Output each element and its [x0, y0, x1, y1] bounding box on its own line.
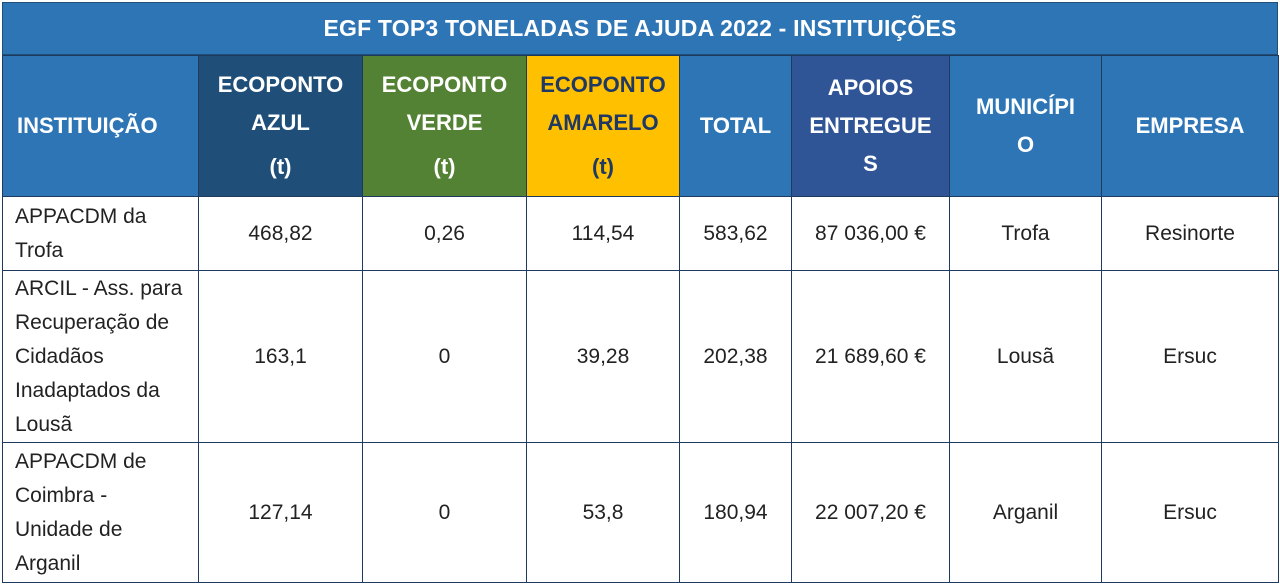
header-municipio-line2: O	[1016, 132, 1035, 157]
header-municipio: MUNICÍPI O	[949, 55, 1102, 197]
cell-verde: 0	[362, 442, 527, 583]
header-apoios-line3: S	[863, 151, 878, 176]
table-title: EGF TOP3 TONELADAS DE AJUDA 2022 - INSTI…	[2, 2, 1278, 55]
instituicao-line: Lousã	[15, 412, 73, 436]
header-amarelo-line2: AMARELO	[547, 110, 659, 135]
cell-municipio: Lousã	[949, 270, 1102, 443]
cell-instituicao: APPACDM de Coimbra - Unidade de Arganil	[2, 442, 199, 583]
cell-total: 180,94	[679, 442, 792, 583]
cell-azul: 468,82	[198, 196, 363, 271]
header-empresa: EMPRESA	[1101, 55, 1279, 197]
header-verde-unit: (t)	[433, 154, 456, 179]
cell-amarelo: 53,8	[526, 442, 680, 583]
table-row: APPACDM da Trofa 468,82 0,26 114,54 583,…	[2, 196, 1279, 271]
cell-amarelo: 114,54	[526, 196, 680, 271]
cell-apoios: 21 689,60 €	[791, 270, 950, 443]
header-total: TOTAL	[679, 55, 792, 197]
cell-instituicao: APPACDM da Trofa	[2, 196, 199, 271]
header-apoios-line1: APOIOS	[827, 75, 914, 100]
cell-empresa: Ersuc	[1101, 270, 1279, 443]
header-row: INSTITUIÇÃO ECOPONTO AZUL (t) ECOPONTO V…	[2, 55, 1279, 197]
cell-apoios: 87 036,00 €	[791, 196, 950, 271]
cell-apoios: 22 007,20 €	[791, 442, 950, 583]
header-apoios-entregues: APOIOS ENTREGUE S	[791, 55, 950, 197]
cell-total: 202,38	[679, 270, 792, 443]
header-azul-line2: AZUL	[251, 110, 310, 135]
instituicao-line: Arganil	[15, 551, 81, 575]
cell-azul: 127,14	[198, 442, 363, 583]
header-azul-line1: ECOPONTO	[217, 72, 344, 97]
header-azul-unit: (t)	[269, 154, 292, 179]
instituicao-line: Coimbra -	[15, 483, 108, 507]
header-verde-line1: ECOPONTO	[381, 72, 508, 97]
instituicao-line: Cidadãos	[15, 344, 104, 368]
instituicao-line: APPACDM de	[15, 449, 147, 473]
header-instituicao: INSTITUIÇÃO	[2, 55, 199, 197]
table-row: ARCIL - Ass. para Recuperação de Cidadão…	[2, 270, 1279, 443]
header-ecoponto-amarelo: ECOPONTO AMARELO (t)	[526, 55, 680, 197]
instituicao-line: ARCIL - Ass. para	[15, 276, 183, 300]
header-apoios-line2: ENTREGUE	[809, 113, 932, 138]
cell-verde: 0,26	[362, 196, 527, 271]
instituicao-line: APPACDM da	[15, 204, 147, 228]
header-verde-line2: VERDE	[406, 110, 483, 135]
header-ecoponto-verde: ECOPONTO VERDE (t)	[362, 55, 527, 197]
header-amarelo-unit: (t)	[592, 154, 614, 179]
instituicao-line: Inadaptados da	[15, 378, 160, 402]
cell-amarelo: 39,28	[526, 270, 680, 443]
institutions-table: INSTITUIÇÃO ECOPONTO AZUL (t) ECOPONTO V…	[2, 55, 1279, 583]
instituicao-line: Recuperação de	[15, 310, 170, 334]
header-municipio-line1: MUNICÍPI	[976, 94, 1075, 119]
instituicao-line: Trofa	[15, 238, 64, 262]
cell-municipio: Trofa	[949, 196, 1102, 271]
cell-verde: 0	[362, 270, 527, 443]
cell-empresa: Resinorte	[1101, 196, 1279, 271]
table-row: APPACDM de Coimbra - Unidade de Arganil …	[2, 442, 1279, 583]
instituicao-line: Unidade de	[15, 517, 123, 541]
cell-instituicao: ARCIL - Ass. para Recuperação de Cidadão…	[2, 270, 199, 443]
header-ecoponto-azul: ECOPONTO AZUL (t)	[198, 55, 363, 197]
cell-municipio: Arganil	[949, 442, 1102, 583]
cell-azul: 163,1	[198, 270, 363, 443]
cell-empresa: Ersuc	[1101, 442, 1279, 583]
header-amarelo-line1: ECOPONTO	[540, 72, 666, 97]
cell-total: 583,62	[679, 196, 792, 271]
